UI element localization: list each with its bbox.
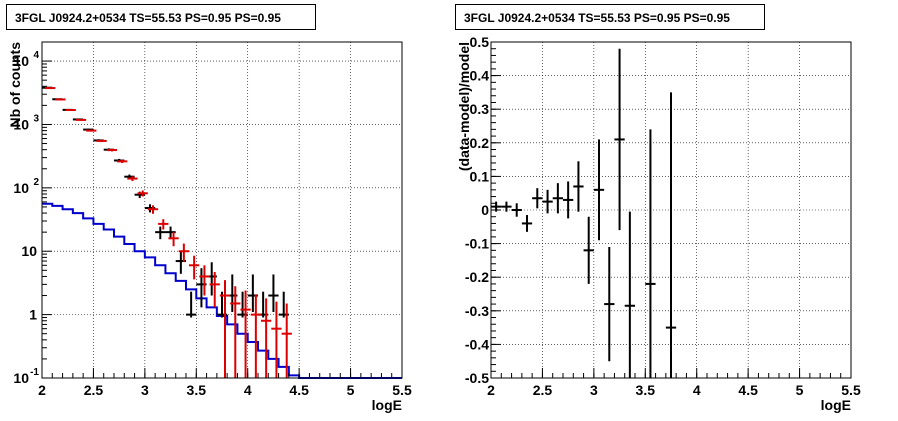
y-tick-label: 10 — [13, 116, 29, 132]
model-point — [75, 118, 87, 121]
residual-point — [552, 183, 563, 214]
x-tick-label: 3.5 — [187, 382, 207, 398]
model-point — [147, 205, 159, 214]
x-tick-label: 4 — [244, 382, 252, 398]
residual-point — [501, 201, 512, 212]
y-axis-label: Nb of counts — [7, 42, 23, 128]
x-tick-label: 5.5 — [841, 382, 861, 398]
x-tick-label: 2 — [38, 382, 46, 398]
residual-point — [532, 188, 543, 209]
residual-point — [573, 161, 584, 212]
x-tick-label: 5 — [796, 382, 804, 398]
residual-point — [542, 189, 553, 214]
model-point — [55, 98, 66, 101]
plot-area — [42, 42, 402, 378]
model-point — [250, 294, 261, 378]
y-tick-label: -0.1 — [465, 236, 489, 252]
residual-point — [511, 203, 522, 217]
residual-point — [665, 92, 677, 378]
model-point — [271, 301, 282, 378]
y-tick-label: 10 — [13, 370, 29, 386]
model-point — [178, 243, 189, 262]
x-tick-label: 5.5 — [392, 382, 412, 398]
y-tick-label: 0 — [481, 202, 489, 218]
y-axis-label: (data-model)/model — [456, 42, 472, 171]
x-tick-label: 4 — [693, 382, 701, 398]
y-tick-label: 0.2 — [470, 135, 490, 151]
plot-frame — [41, 41, 403, 379]
residual-point — [521, 215, 533, 232]
y-tick-label: -0.4 — [465, 336, 489, 352]
model-point — [189, 255, 200, 280]
y-tick-label: -0.5 — [465, 370, 489, 386]
model-point — [281, 303, 292, 378]
x-tick-label: 2.5 — [84, 382, 104, 398]
x-tick-label: 5 — [347, 382, 355, 398]
x-tick-label: 3.5 — [636, 382, 656, 398]
model-point — [168, 232, 179, 247]
residual-point — [583, 216, 594, 284]
x-axis-label: logE — [821, 397, 851, 413]
model-point — [137, 190, 148, 197]
residual-point — [604, 246, 615, 362]
y-tick-exponent: 3 — [33, 113, 39, 124]
x-tick-label: 2.5 — [533, 382, 553, 398]
residual-point — [614, 48, 625, 231]
x-tick-label: 4.5 — [289, 382, 309, 398]
y-tick-label: -0.2 — [465, 269, 489, 285]
x-axis-label: logE — [372, 397, 402, 413]
x-tick-label: 4.5 — [738, 382, 758, 398]
residual-point — [645, 129, 656, 378]
y-tick-exponent: 4 — [33, 50, 39, 61]
residual-point — [563, 181, 574, 219]
model-point — [96, 139, 107, 143]
model-point — [199, 265, 210, 296]
x-tick-label: 3 — [590, 382, 598, 398]
right-plot-title: 3FGL J0924.2+0534 TS=55.53 PS=0.95 PS=0.… — [455, 4, 765, 30]
data-point — [268, 274, 279, 312]
residuals-chart: 2 2.5 3 3.5 4 4.5 5 5.5 -0.5 -0.4 -0.3 -0.2 -0.1 0 0.1… — [456, 34, 861, 413]
model-point — [86, 129, 97, 132]
model-point — [106, 148, 117, 152]
y-tick-label: 0.3 — [470, 101, 490, 117]
y-tick-label: 10 — [13, 53, 29, 69]
x-tick-label: 3 — [141, 382, 149, 398]
residual-point — [593, 139, 605, 241]
model-point — [240, 290, 251, 378]
data-point — [155, 226, 166, 240]
y-tick-label: 0.1 — [470, 168, 490, 184]
y-tick-label: 1 — [29, 307, 37, 323]
y-tick-exponent: 2 — [33, 177, 39, 188]
model-point — [45, 87, 56, 90]
model-point — [65, 109, 76, 112]
x-tick-label: 2 — [487, 382, 495, 398]
model-point — [209, 272, 220, 308]
model-point — [230, 286, 241, 378]
model-point — [127, 176, 138, 182]
model-point — [219, 280, 231, 378]
y-tick-label: 10 — [13, 180, 29, 196]
y-tick-exponent: -1 — [30, 367, 39, 378]
data-point — [186, 291, 197, 318]
left-plot-title: 3FGL J0924.2+0534 TS=55.53 PS=0.95 PS=0.… — [6, 4, 316, 30]
y-tick-label: 0.5 — [470, 34, 490, 50]
residual-point — [624, 211, 635, 378]
model-point — [117, 159, 128, 164]
y-tick-label: 0.4 — [470, 68, 490, 84]
y-tick-label: 10 — [21, 243, 37, 259]
model-point — [261, 298, 272, 378]
y-tick-label: -0.3 — [465, 303, 489, 319]
model-point — [158, 219, 169, 230]
